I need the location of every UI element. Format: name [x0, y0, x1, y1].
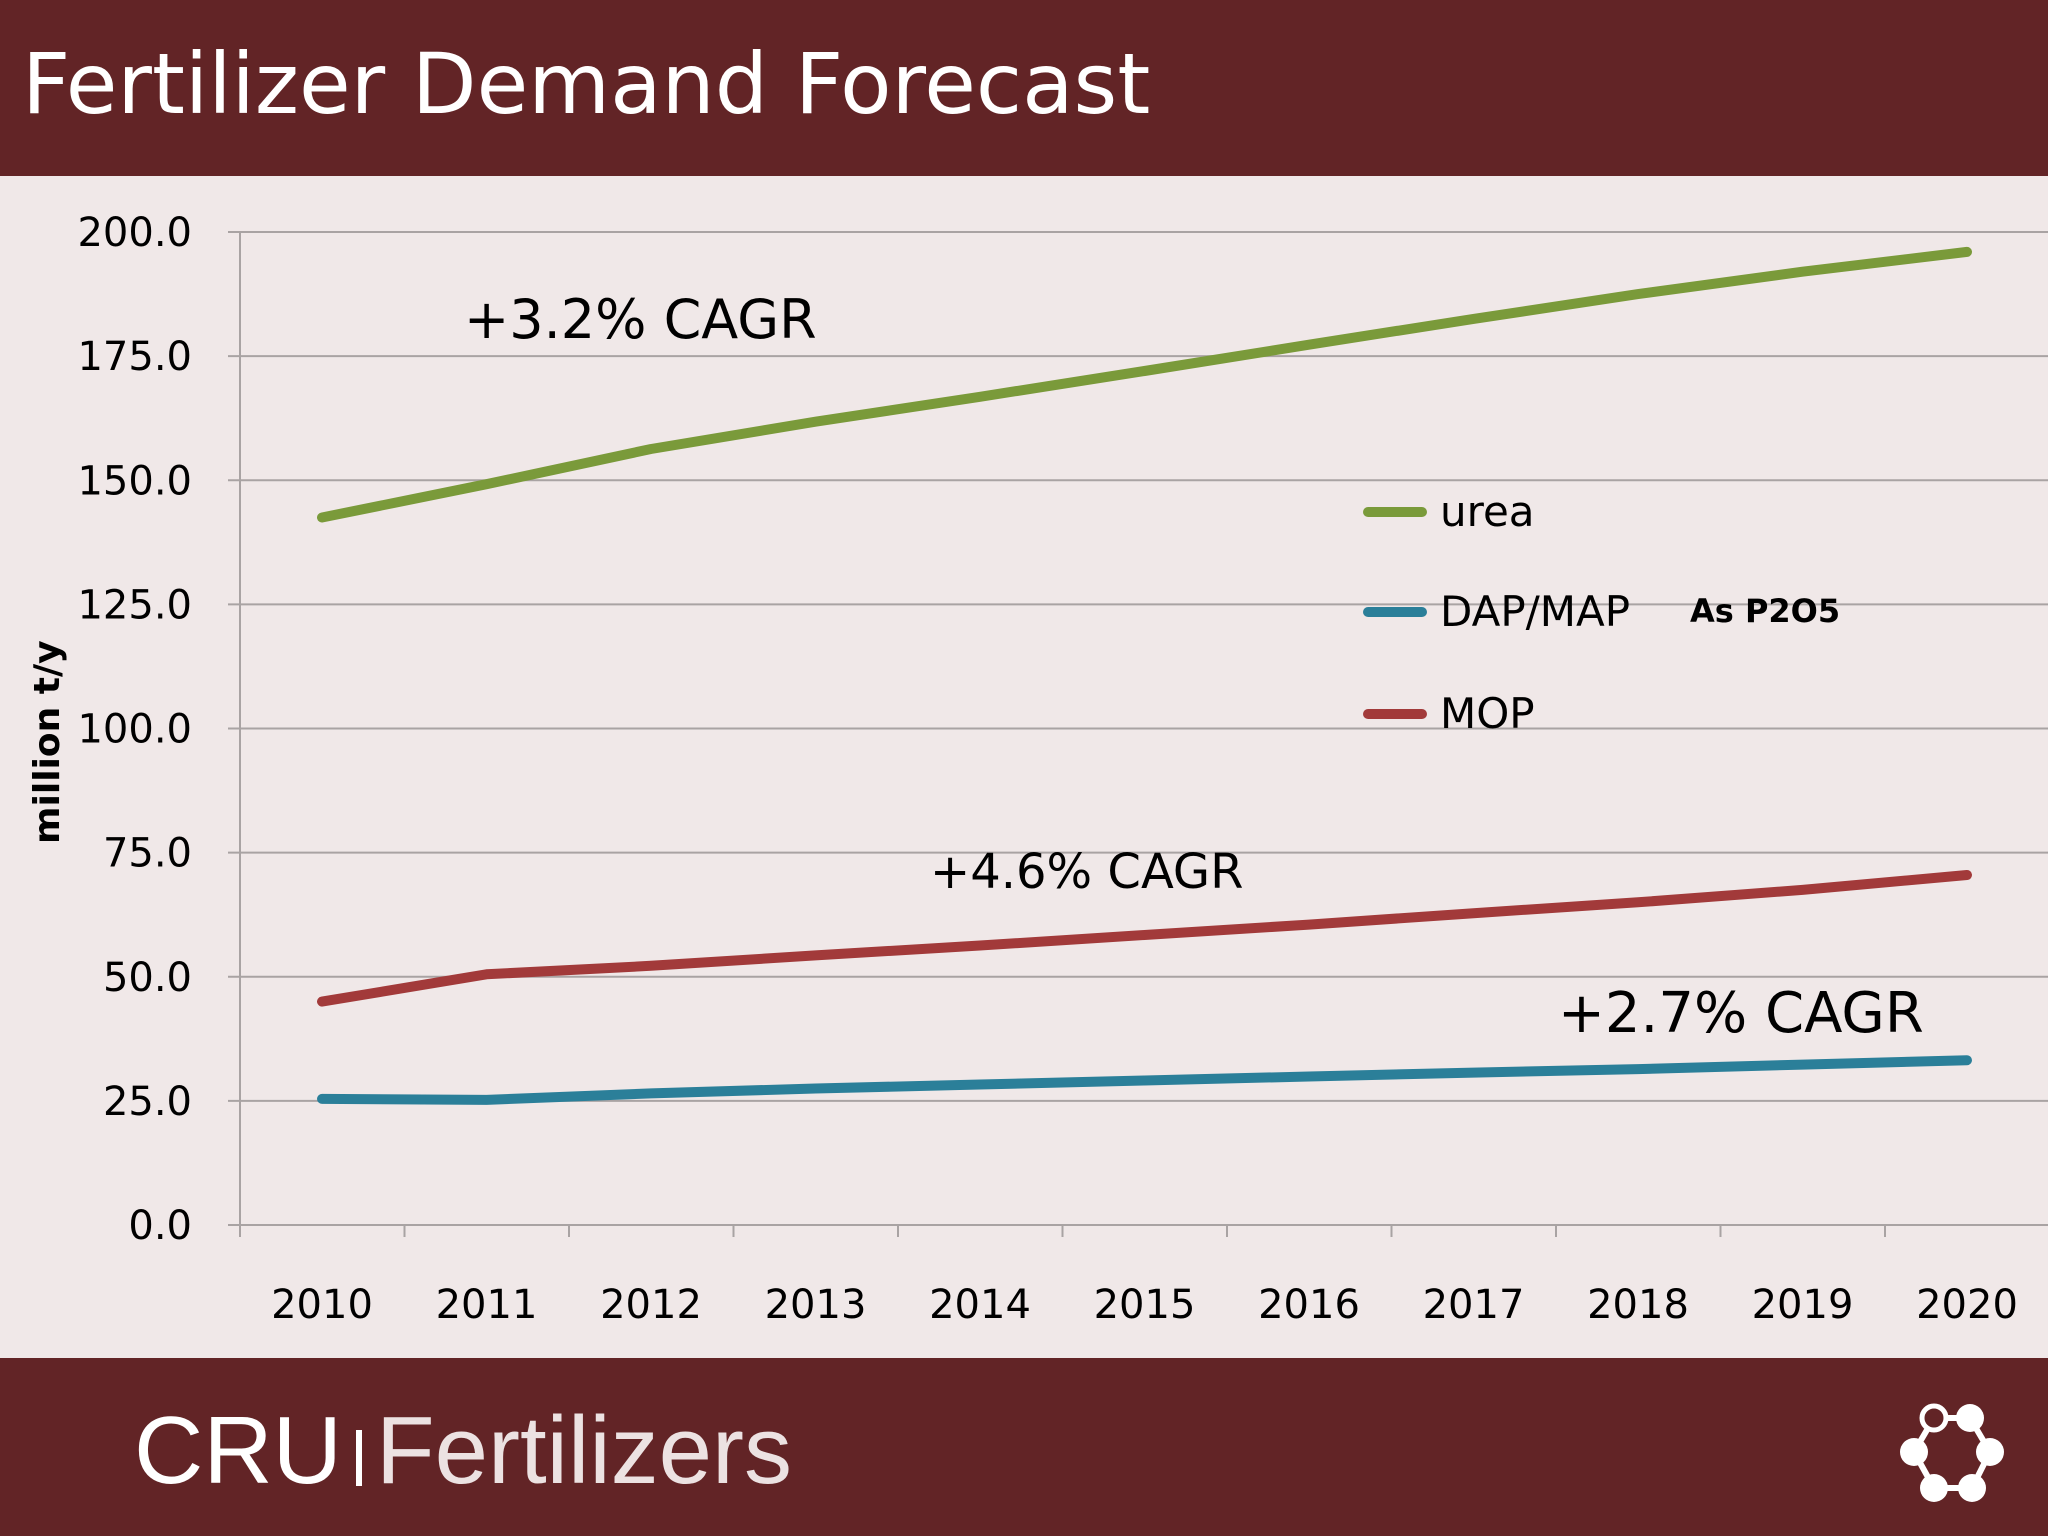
y-tick-label: 150.0: [77, 458, 192, 504]
brand-cru: CRU: [134, 1397, 342, 1504]
x-tick-label: 2018: [1587, 1282, 1689, 1328]
cagr-annotation: +3.2% CAGR: [464, 288, 817, 351]
brand-separator: [355, 1430, 362, 1486]
x-tick-label: 2017: [1423, 1282, 1525, 1328]
series-line-urea: [317, 246, 1972, 523]
y-tick-label: 100.0: [77, 707, 192, 753]
series-line-dap-map: [317, 1055, 1972, 1105]
x-tick-label: 2011: [436, 1282, 538, 1328]
y-axis-label: million t/y: [27, 640, 68, 844]
x-tick-label: 2019: [1752, 1282, 1854, 1328]
x-tick-label: 2016: [1258, 1282, 1360, 1328]
y-tick-label: 125.0: [77, 582, 192, 628]
x-tick-label: 2020: [1916, 1282, 2018, 1328]
cagr-annotation: +2.7% CAGR: [1558, 981, 1924, 1046]
y-tick-label: 50.0: [103, 955, 192, 1001]
series-line-mop: [317, 870, 1972, 1007]
legend-label-dap-map: DAP/MAP: [1440, 587, 1630, 636]
x-tick-label: 2010: [271, 1282, 373, 1328]
y-tick-label: 175.0: [77, 334, 192, 380]
cru-ring-logo-icon: [1900, 1403, 2004, 1502]
footer-band: CRU Fertilizers: [0, 1358, 2048, 1536]
title-band: Fertilizer Demand Forecast: [0, 0, 2048, 176]
brand-product: Fertilizers: [375, 1397, 792, 1504]
y-tick-label: 25.0: [103, 1079, 192, 1125]
y-tick-label: 75.0: [103, 831, 192, 877]
x-tick-label: 2012: [600, 1282, 702, 1328]
legend-note: As P2O5: [1690, 592, 1840, 630]
x-tick-label: 2014: [929, 1282, 1031, 1328]
legend-label-mop: MOP: [1440, 689, 1535, 738]
page-title: Fertilizer Demand Forecast: [22, 35, 1151, 133]
x-tick-label: 2013: [765, 1282, 867, 1328]
x-tick-label: 2015: [1094, 1282, 1196, 1328]
legend-label-urea: urea: [1440, 487, 1535, 536]
y-tick-label: 200.0: [77, 210, 192, 256]
y-tick-label: 0.0: [128, 1203, 192, 1249]
cru-fertilizers-logo: CRU Fertilizers: [134, 1396, 792, 1506]
cagr-annotation: +4.6% CAGR: [930, 844, 1243, 900]
